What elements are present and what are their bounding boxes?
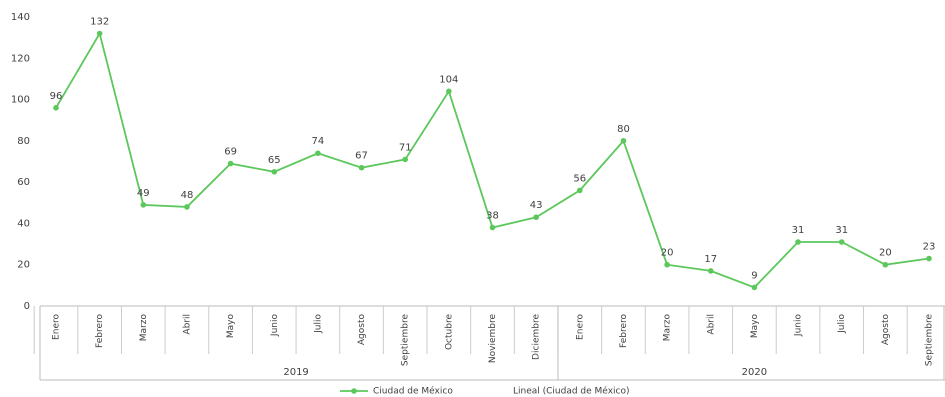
point — [795, 239, 801, 245]
data-label: 71 — [399, 142, 412, 153]
legend-label: Ciudad de México — [373, 386, 453, 397]
x-tick-label: Abril — [706, 314, 716, 335]
x-tick-label: Agosto — [357, 314, 367, 346]
y-tick-label: 20 — [17, 260, 30, 271]
data-label: 31 — [835, 225, 848, 236]
point — [315, 150, 321, 157]
x-tick-label: Septiembre — [401, 314, 411, 367]
x-tick-label: Septiembre — [925, 314, 935, 367]
point — [707, 268, 714, 274]
point — [358, 164, 365, 171]
point — [489, 224, 496, 231]
data-label: 48 — [181, 190, 194, 201]
group-label: 2020 — [742, 367, 767, 378]
point — [577, 187, 583, 194]
data-label: 74 — [312, 136, 325, 147]
point — [402, 156, 409, 163]
x-tick-label: Marzo — [663, 314, 673, 342]
point — [838, 239, 845, 245]
point — [227, 160, 234, 167]
x-tick-label: Agosto — [881, 314, 891, 346]
point — [271, 169, 278, 175]
x-tick-label: Mayo — [750, 314, 760, 339]
point — [140, 202, 147, 208]
y-tick-label: 40 — [17, 218, 30, 229]
data-label: 38 — [486, 211, 499, 222]
group-label: 2019 — [283, 367, 308, 378]
x-tick-label: Diciembre — [532, 314, 542, 360]
data-label: 96 — [50, 91, 63, 102]
x-tick-label: Febrero — [619, 314, 629, 348]
x-tick-label: Marzo — [139, 314, 149, 342]
x-tick-label: Julio — [313, 314, 323, 334]
data-label: 20 — [661, 248, 674, 259]
point — [96, 30, 103, 37]
data-label: 20 — [879, 248, 892, 259]
y-tick-label: 100 — [11, 95, 30, 106]
point — [882, 261, 889, 268]
data-label: 69 — [224, 147, 237, 158]
x-tick-label: Enero — [52, 314, 62, 340]
point — [926, 255, 932, 262]
x-tick-label: Octubre — [444, 314, 454, 350]
x-tick-label: Junio — [794, 314, 804, 338]
data-label: 67 — [355, 151, 368, 162]
data-label: 104 — [439, 74, 458, 85]
x-tick-label: Febrero — [95, 314, 105, 348]
data-label: 65 — [268, 155, 281, 166]
data-label: 56 — [573, 173, 586, 184]
point — [664, 261, 670, 268]
y-tick-label: 0 — [24, 301, 30, 312]
data-label: 49 — [137, 188, 150, 199]
data-label: 23 — [923, 242, 936, 253]
data-label: 9 — [751, 270, 757, 281]
y-tick-label: 120 — [11, 53, 30, 64]
data-label: 80 — [617, 124, 630, 135]
x-tick-label: Enero — [575, 314, 585, 340]
data-label: 43 — [530, 200, 543, 211]
y-tick-label: 60 — [17, 177, 30, 188]
x-tick-label: Mayo — [226, 314, 236, 339]
x-tick-label: Abril — [182, 314, 192, 335]
x-tick-label: Junio — [270, 314, 280, 338]
point — [620, 138, 627, 144]
x-tick-label: Julio — [837, 314, 847, 334]
point — [446, 88, 452, 95]
data-label: 31 — [792, 225, 805, 236]
series-line — [55, 31, 930, 289]
point — [533, 214, 539, 221]
point — [184, 204, 190, 210]
point — [751, 284, 758, 291]
x-tick-label: Noviembre — [488, 314, 498, 364]
data-label: 132 — [90, 17, 109, 28]
y-tick-label: 140 — [11, 12, 30, 23]
legend-label: Lineal (Ciudad de México) — [513, 386, 629, 397]
y-tick-label: 80 — [17, 136, 30, 147]
point — [53, 105, 59, 111]
legend-marker — [351, 388, 357, 394]
data-label: 17 — [704, 254, 717, 265]
